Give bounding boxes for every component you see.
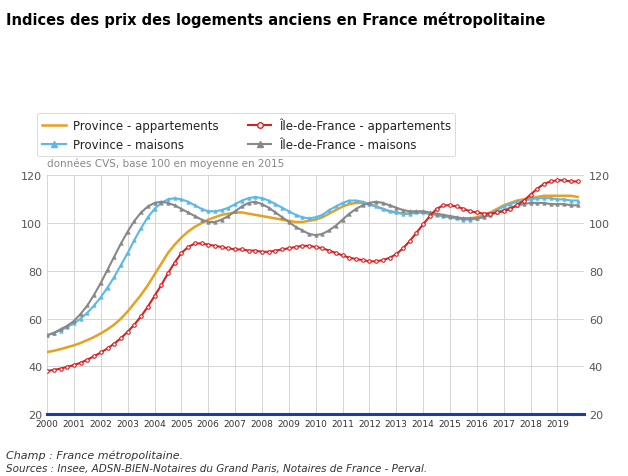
Text: Champ : France métropolitaine.: Champ : France métropolitaine. bbox=[6, 450, 183, 460]
Text: données CVS, base 100 en moyenne en 2015: données CVS, base 100 en moyenne en 2015 bbox=[47, 159, 284, 169]
Legend: Province - appartements, Province - maisons, Île-de-France - appartements, Île-d: Province - appartements, Province - mais… bbox=[37, 114, 455, 157]
Text: Sources : Insee, ADSN-BIEN-Notaires du Grand Paris, Notaires de France - Perval.: Sources : Insee, ADSN-BIEN-Notaires du G… bbox=[6, 463, 428, 473]
Text: Indices des prix des logements anciens en France métropolitaine: Indices des prix des logements anciens e… bbox=[6, 12, 546, 28]
